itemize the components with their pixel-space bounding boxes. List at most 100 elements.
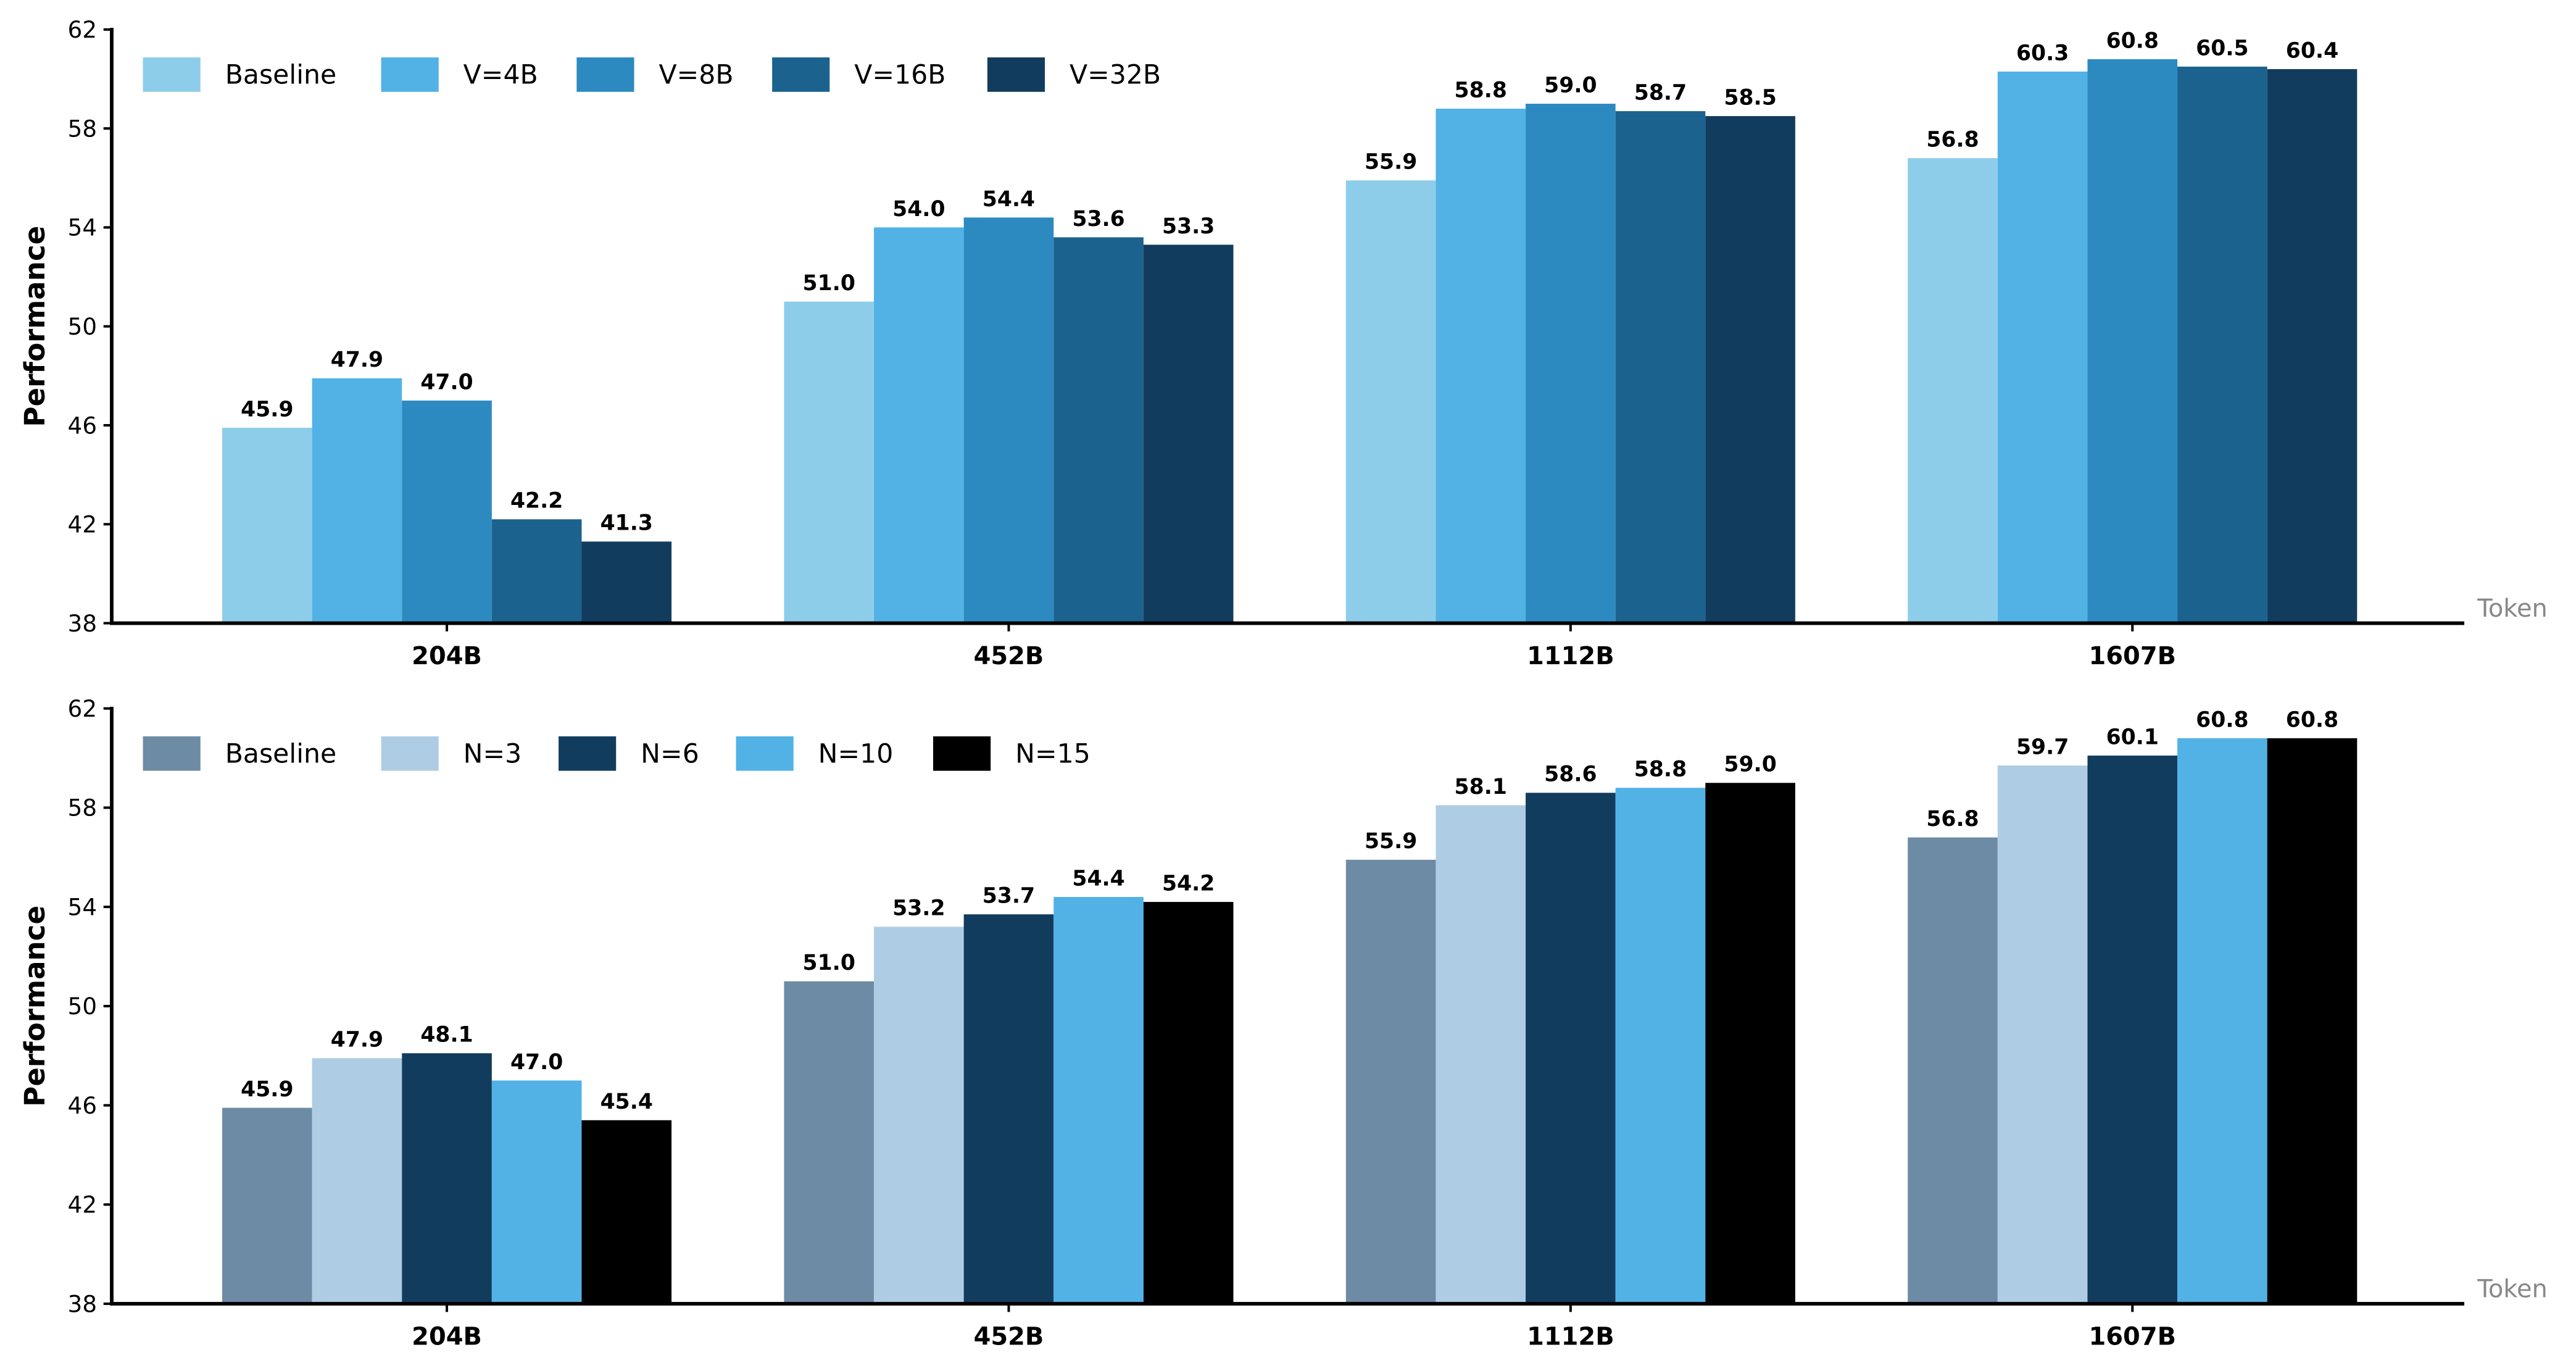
bar (581, 541, 672, 623)
data-label: 41.3 (600, 511, 653, 536)
x-tick-label: 452B (974, 642, 1044, 670)
bar (581, 1120, 672, 1304)
legend-swatch (559, 736, 617, 771)
bar (312, 1058, 402, 1304)
bar (1908, 837, 1998, 1304)
bar (874, 927, 964, 1304)
x-tick-label: 1112B (1527, 1323, 1614, 1351)
bar (402, 1053, 492, 1304)
legend-label: V=32B (1070, 60, 1161, 91)
data-label: 59.7 (2016, 735, 2069, 760)
y-tick-label: 38 (68, 1290, 97, 1317)
y-axis-label: Performance (19, 906, 51, 1107)
legend-swatch (143, 57, 201, 92)
bar (312, 378, 402, 623)
bar (1705, 783, 1795, 1304)
data-label: 47.9 (331, 1028, 383, 1052)
x-axis-label: Token (2477, 594, 2548, 623)
bar (2087, 756, 2178, 1304)
bar (1143, 244, 1234, 623)
legend-swatch (933, 736, 991, 771)
legend-swatch (987, 57, 1045, 92)
bar (963, 217, 1054, 623)
x-tick-label: 1607B (2089, 1323, 2177, 1351)
bar (1908, 158, 1998, 623)
bar (1345, 180, 1436, 623)
data-label: 60.1 (2106, 725, 2159, 749)
data-label: 51.0 (803, 271, 855, 296)
data-label: 53.7 (983, 884, 1035, 909)
data-label: 45.9 (241, 397, 293, 422)
bar (1705, 116, 1795, 623)
bar (1143, 902, 1234, 1304)
data-label: 60.8 (2106, 28, 2159, 53)
bar (222, 1107, 312, 1304)
data-label: 54.4 (983, 187, 1035, 212)
bar (1997, 765, 2088, 1304)
bar (1526, 104, 1616, 623)
x-tick-label: 452B (974, 1323, 1044, 1351)
data-label: 45.9 (241, 1077, 293, 1102)
data-label: 53.3 (1162, 214, 1215, 239)
data-label: 51.0 (803, 951, 855, 975)
bar (1345, 859, 1436, 1304)
data-label: 60.8 (2286, 707, 2338, 732)
data-label: 56.8 (1926, 128, 1979, 152)
legend-label: V=4B (463, 60, 538, 91)
x-tick-label: 204B (412, 642, 482, 670)
y-tick-label: 42 (68, 511, 97, 538)
bar (1053, 237, 1144, 623)
data-label: 56.8 (1926, 807, 1979, 831)
legend-label: N=15 (1015, 739, 1091, 769)
data-label: 60.4 (2286, 38, 2338, 63)
x-tick-label: 204B (412, 1323, 482, 1351)
legend-label: Baseline (225, 739, 337, 769)
bar (1997, 71, 2088, 623)
bar (491, 1080, 582, 1304)
bar (1615, 111, 1706, 623)
data-label: 54.4 (1072, 867, 1124, 891)
data-label: 55.9 (1365, 150, 1417, 175)
bar (963, 914, 1054, 1304)
legend-label: N=6 (641, 739, 699, 769)
data-label: 58.5 (1724, 86, 1776, 110)
y-tick-label: 42 (68, 1191, 97, 1219)
y-tick-label: 62 (68, 695, 97, 722)
y-tick-label: 62 (68, 16, 97, 43)
bar (1053, 897, 1144, 1304)
data-label: 60.3 (2016, 41, 2069, 65)
bar (784, 301, 875, 623)
bar (2267, 738, 2358, 1304)
legend-swatch (576, 57, 634, 92)
x-tick-label: 1607B (2089, 642, 2177, 670)
y-tick-label: 50 (68, 993, 97, 1020)
y-tick-label: 54 (68, 893, 97, 920)
legend-swatch (772, 57, 830, 92)
y-tick-label: 46 (68, 1092, 97, 1119)
data-label: 55.9 (1365, 829, 1417, 854)
legend-swatch (736, 736, 794, 771)
legend-label: V=16B (854, 60, 945, 91)
bar (222, 427, 312, 623)
data-label: 47.0 (420, 370, 473, 394)
data-label: 45.4 (600, 1090, 653, 1114)
data-label: 58.8 (1634, 757, 1687, 782)
bar (491, 519, 582, 623)
data-label: 47.9 (331, 348, 383, 372)
data-label: 48.1 (420, 1023, 473, 1048)
x-axis-label: Token (2477, 1275, 2548, 1303)
y-tick-label: 50 (68, 313, 97, 340)
data-label: 42.2 (510, 489, 563, 514)
bar (2177, 66, 2267, 623)
data-label: 54.0 (892, 197, 945, 222)
legend-swatch (381, 57, 439, 92)
legend-label: V=8B (659, 60, 733, 91)
data-label: 58.1 (1455, 775, 1507, 799)
bar (1435, 109, 1526, 623)
y-tick-label: 58 (68, 115, 97, 142)
legend: Baseline N=3 N=6 N=10 N=15 (143, 736, 1091, 771)
data-label: 58.7 (1634, 80, 1687, 105)
data-label: 58.8 (1455, 78, 1507, 102)
bar (1435, 805, 1526, 1304)
